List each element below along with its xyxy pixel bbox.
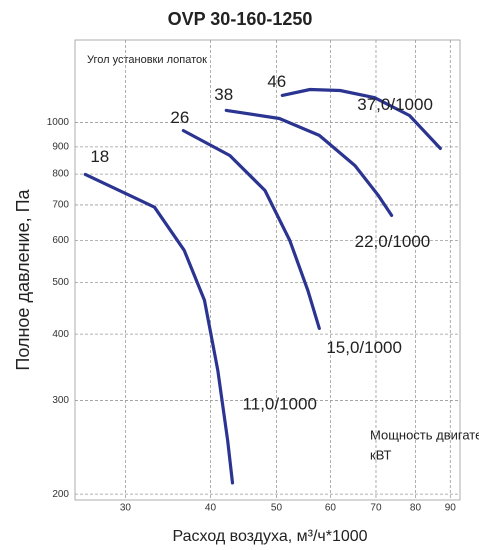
y-tick-label: 800 [52, 169, 69, 180]
x-tick-label: 50 [271, 503, 283, 514]
x-axis-label: Расход воздуха, м³/ч*1000 [172, 528, 367, 545]
x-tick-label: 30 [120, 503, 132, 514]
annotation: кВТ [370, 447, 391, 462]
x-tick-label: 80 [410, 503, 422, 514]
annotation: Угол установки лопаток [87, 54, 207, 66]
x-tick-label: 60 [325, 503, 337, 514]
curve-power-label: 15,0/1000 [326, 338, 402, 357]
curve-power-label: 37,0/1000 [357, 95, 433, 114]
y-tick-label: 500 [52, 277, 69, 288]
x-tick-label: 90 [445, 503, 457, 514]
y-tick-label: 600 [52, 235, 69, 246]
y-tick-label: 200 [52, 489, 69, 500]
curve [280, 87, 442, 150]
y-tick-label: 700 [52, 200, 69, 211]
curve-power-label: 22,0/1000 [355, 232, 431, 251]
y-tick-label: 300 [52, 395, 69, 406]
curve [224, 108, 394, 217]
y-tick-label: 400 [52, 329, 69, 340]
x-tick-label: 70 [370, 503, 382, 514]
plot-frame [74, 39, 461, 501]
curve-angle-label: 46 [267, 72, 286, 91]
y-tick-label: 1000 [47, 117, 70, 128]
annotation: Мощность двигателя, [370, 427, 479, 442]
curve-angle-label: 26 [170, 108, 189, 127]
chart-title: OVP 30-160-1250 [168, 9, 313, 29]
y-tick-label: 900 [52, 142, 69, 153]
curve-angle-label: 18 [90, 147, 109, 166]
curve [181, 129, 321, 330]
curve [83, 172, 235, 485]
curve-angle-label: 38 [214, 85, 233, 104]
y-axis-label: Полное давление, Па [13, 188, 33, 370]
curve-power-label: 11,0/1000 [243, 394, 317, 413]
x-tick-label: 40 [205, 503, 217, 514]
